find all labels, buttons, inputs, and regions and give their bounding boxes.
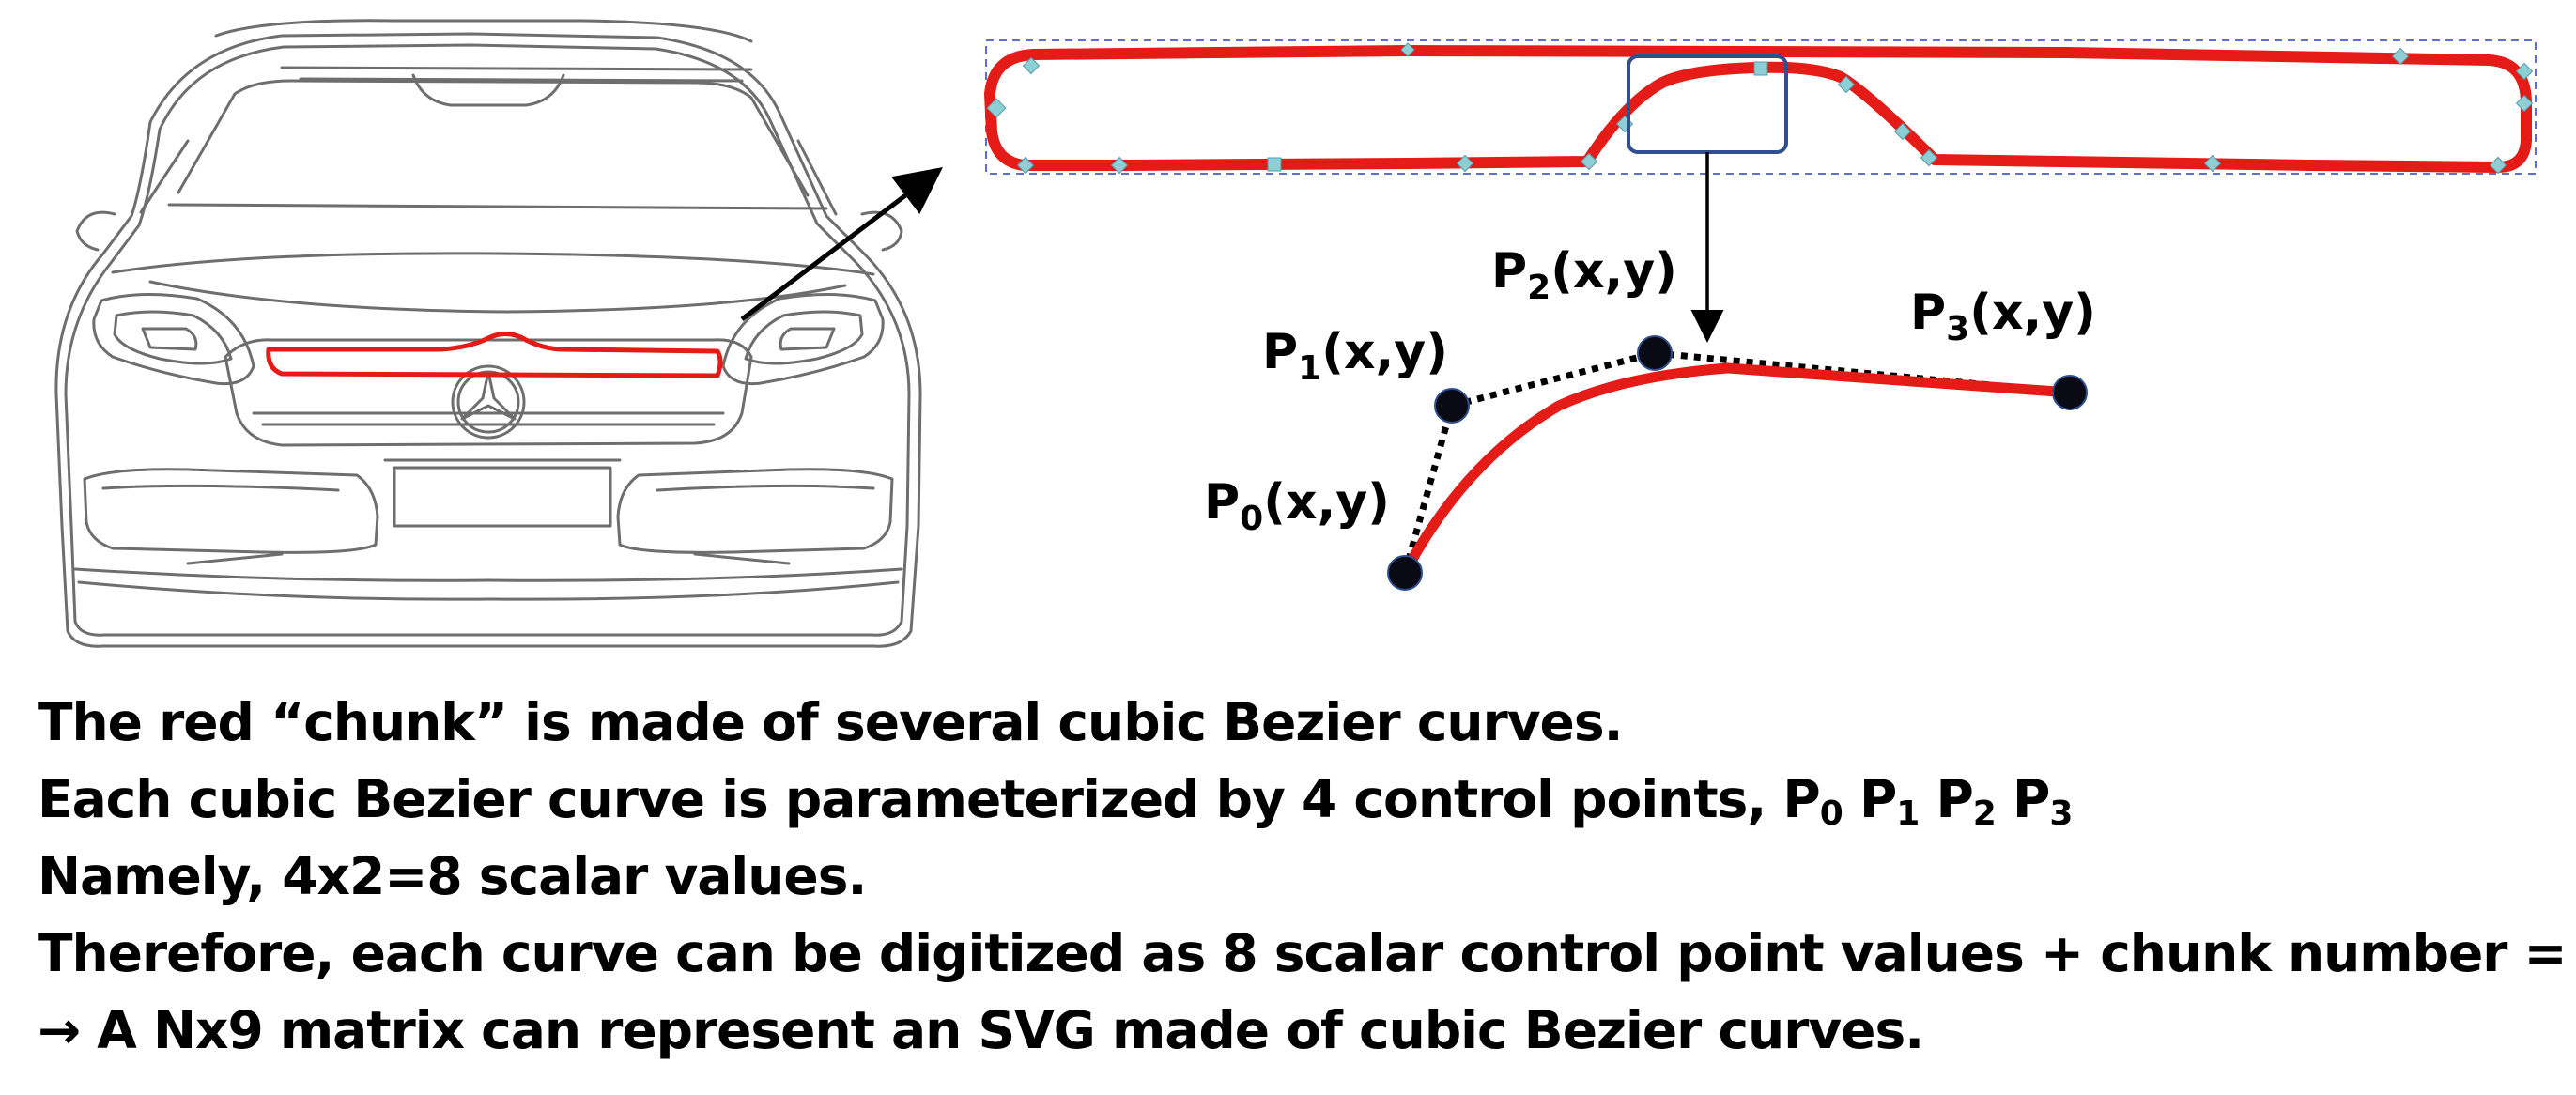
control-point-p3 [2052,375,2088,410]
caption-point-p2: P2 [1936,769,1996,833]
caption-text-block: The red “chunk” is made of several cubic… [38,684,2576,1069]
caption-point-p1: P1 [1859,769,1920,833]
label-p1: P1(x,y) [1262,324,1448,388]
caption-point-p0: P0 [1782,769,1843,833]
control-point-p0 [1387,555,1423,591]
bezier-curve [1399,362,2075,578]
car-red-chunk [266,332,723,378]
label-p3: P3(x,y) [1910,285,2096,348]
control-point-p2 [1637,335,1673,371]
caption-line-5: → A Nx9 matrix can represent an SVG made… [38,1000,1924,1060]
label-p0: P0(x,y) [1204,474,1390,538]
control-point-p1 [1434,388,1470,424]
caption-line-2-prefix: Each cubic Bezier curve is parameterized… [38,769,1766,829]
caption-line-3: Namely, 4x2=8 scalar values. [38,846,867,906]
zoomed-red-chunk [984,45,2532,173]
chunk-control-handles [986,42,2534,175]
caption-line-4: Therefore, each curve can be digitized a… [38,923,2576,983]
caption-point-p3: P3 [2013,769,2073,833]
zoom-arrow [740,166,943,321]
label-p2: P2(x,y) [1491,243,1677,307]
caption-line-2: Each cubic Bezier curve is parameterized… [38,761,2573,838]
car-front-illustration [54,19,922,648]
caption-line-1: The red “chunk” is made of several cubic… [38,692,1624,752]
